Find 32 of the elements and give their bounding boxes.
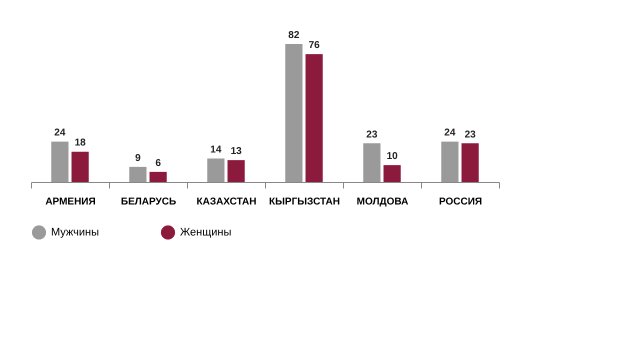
bar	[441, 142, 458, 182]
data-label: 13	[230, 146, 242, 158]
bar	[384, 165, 401, 182]
bar	[306, 54, 323, 182]
x-tick-label: БЕЛАРУСЬ	[120, 196, 176, 208]
legend-label: Мужчины	[51, 226, 100, 238]
data-label: 82	[288, 30, 300, 41]
data-label: 24	[54, 128, 66, 139]
bar	[462, 143, 479, 182]
data-label: 18	[74, 138, 86, 149]
x-tick-label: КАЗАХСТАН	[196, 196, 256, 208]
data-label: 24	[444, 128, 456, 139]
x-tick-label: РОССИЯ	[438, 196, 482, 208]
data-label: 76	[308, 40, 320, 52]
bar	[363, 143, 380, 182]
bar	[129, 166, 146, 182]
bar	[72, 152, 89, 182]
bar	[228, 160, 245, 182]
data-label: 23	[464, 129, 476, 140]
legend-label: Женщины	[180, 226, 232, 238]
data-label: 23	[366, 129, 378, 140]
data-label: 14	[210, 144, 222, 156]
bar	[207, 158, 224, 182]
x-tick-label: МОЛДОВА	[356, 196, 408, 208]
x-tick-label: АРМЕНИЯ	[45, 196, 96, 208]
bar	[285, 44, 302, 182]
bar	[51, 142, 68, 182]
bar	[150, 172, 167, 182]
data-label: 10	[386, 151, 398, 162]
data-label: 9	[135, 152, 142, 164]
data-label: 6	[155, 158, 162, 169]
x-tick-label: КЫРГЫЗСТАН	[269, 196, 340, 208]
